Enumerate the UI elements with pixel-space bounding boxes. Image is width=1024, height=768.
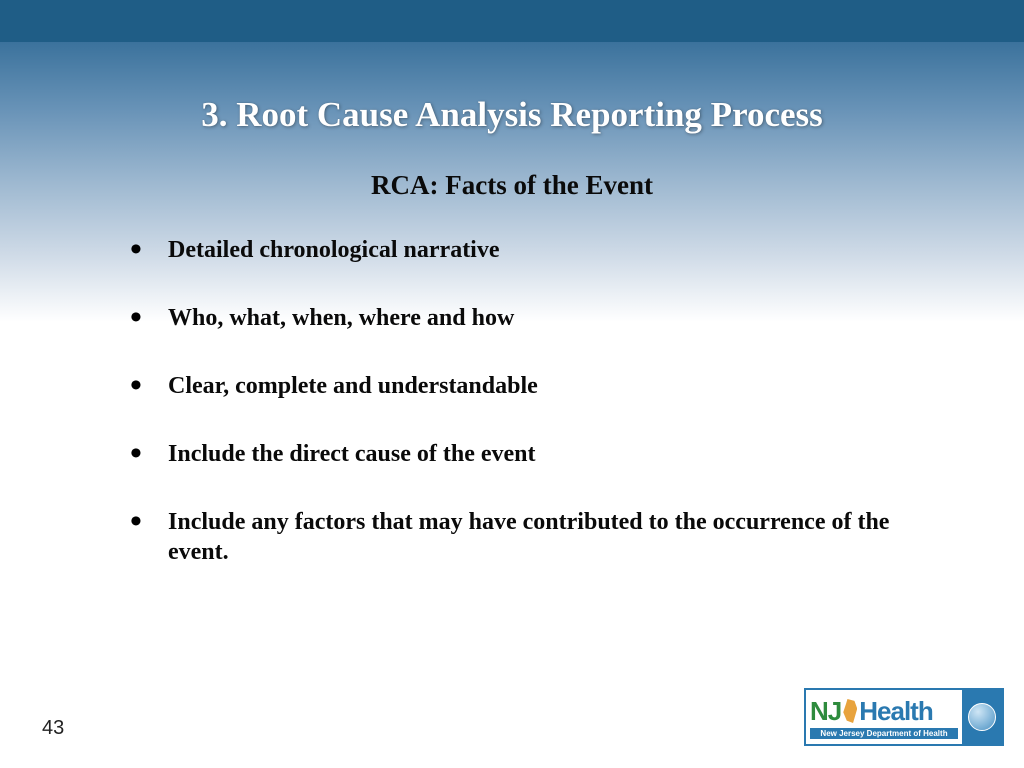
bullet-item: Who, what, when, where and how [130,303,944,333]
slide: 3. Root Cause Analysis Reporting Process… [0,0,1024,768]
logo-badge [962,690,1002,744]
slide-title: 3. Root Cause Analysis Reporting Process [0,95,1024,135]
logo-left: NJ Health New Jersey Department of Healt… [806,690,962,744]
logo-health-text: Health [859,696,932,727]
bullet-item: Clear, complete and understandable [130,371,944,401]
bullet-item: Detailed chronological narrative [130,235,944,265]
logo-main: NJ Health [810,696,958,727]
bullet-item: Include the direct cause of the event [130,439,944,469]
logo-subtitle: New Jersey Department of Health [810,728,958,739]
top-bar [0,0,1024,42]
bullet-list: Detailed chronological narrative Who, wh… [130,235,944,605]
slide-subtitle: RCA: Facts of the Event [0,170,1024,201]
page-number: 43 [42,717,64,740]
logo-nj-text: NJ [810,696,841,727]
bullet-item: Include any factors that may have contri… [130,507,944,567]
nj-health-logo: NJ Health New Jersey Department of Healt… [804,688,1004,746]
badge-circle-icon [968,703,996,731]
nj-state-icon [843,699,857,723]
